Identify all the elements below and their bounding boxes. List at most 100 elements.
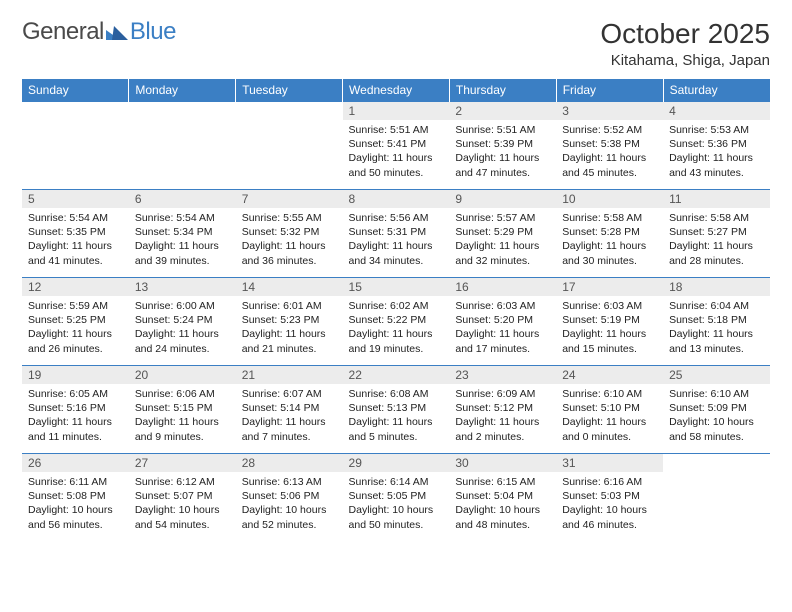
calendar-table: SundayMondayTuesdayWednesdayThursdayFrid… [22, 79, 770, 542]
calendar-cell: 9Sunrise: 5:57 AMSunset: 5:29 PMDaylight… [449, 190, 556, 278]
logo: General Blue [22, 18, 176, 46]
day-number: 2 [449, 102, 556, 120]
day-details: Sunrise: 5:54 AMSunset: 5:35 PMDaylight:… [22, 208, 129, 271]
day-number: 30 [449, 454, 556, 472]
weekday-header: Saturday [663, 79, 770, 102]
calendar-cell: 15Sunrise: 6:02 AMSunset: 5:22 PMDayligh… [343, 278, 450, 366]
day-details: Sunrise: 5:51 AMSunset: 5:41 PMDaylight:… [343, 120, 450, 183]
calendar-row: 5Sunrise: 5:54 AMSunset: 5:35 PMDaylight… [22, 190, 770, 278]
weekday-header: Wednesday [343, 79, 450, 102]
location: Kitahama, Shiga, Japan [600, 52, 770, 69]
day-number: 7 [236, 190, 343, 208]
day-number: 31 [556, 454, 663, 472]
calendar-cell: .. [129, 102, 236, 190]
calendar-cell: 13Sunrise: 6:00 AMSunset: 5:24 PMDayligh… [129, 278, 236, 366]
day-details: Sunrise: 5:51 AMSunset: 5:39 PMDaylight:… [449, 120, 556, 183]
day-number: 24 [556, 366, 663, 384]
weekday-header: Thursday [449, 79, 556, 102]
day-number: 16 [449, 278, 556, 296]
calendar-cell: 31Sunrise: 6:16 AMSunset: 5:03 PMDayligh… [556, 454, 663, 542]
day-details: Sunrise: 6:03 AMSunset: 5:20 PMDaylight:… [449, 296, 556, 359]
calendar-cell: 10Sunrise: 5:58 AMSunset: 5:28 PMDayligh… [556, 190, 663, 278]
header: General Blue October 2025 Kitahama, Shig… [22, 18, 770, 69]
calendar-cell: 22Sunrise: 6:08 AMSunset: 5:13 PMDayligh… [343, 366, 450, 454]
day-details: Sunrise: 6:07 AMSunset: 5:14 PMDaylight:… [236, 384, 343, 447]
day-number: 5 [22, 190, 129, 208]
day-number: 25 [663, 366, 770, 384]
day-details: Sunrise: 5:53 AMSunset: 5:36 PMDaylight:… [663, 120, 770, 183]
day-details: Sunrise: 6:02 AMSunset: 5:22 PMDaylight:… [343, 296, 450, 359]
calendar-cell: .. [663, 454, 770, 542]
calendar-cell: 4Sunrise: 5:53 AMSunset: 5:36 PMDaylight… [663, 102, 770, 190]
day-number: 13 [129, 278, 236, 296]
calendar-cell: 1Sunrise: 5:51 AMSunset: 5:41 PMDaylight… [343, 102, 450, 190]
day-number: 21 [236, 366, 343, 384]
day-details: Sunrise: 6:10 AMSunset: 5:10 PMDaylight:… [556, 384, 663, 447]
day-number: 14 [236, 278, 343, 296]
logo-text-a: General [22, 18, 104, 46]
calendar-row: 12Sunrise: 5:59 AMSunset: 5:25 PMDayligh… [22, 278, 770, 366]
day-details: Sunrise: 6:16 AMSunset: 5:03 PMDaylight:… [556, 472, 663, 535]
day-details: Sunrise: 6:14 AMSunset: 5:05 PMDaylight:… [343, 472, 450, 535]
day-details: Sunrise: 5:58 AMSunset: 5:28 PMDaylight:… [556, 208, 663, 271]
day-number: 22 [343, 366, 450, 384]
day-details: Sunrise: 6:04 AMSunset: 5:18 PMDaylight:… [663, 296, 770, 359]
day-number: 11 [663, 190, 770, 208]
day-number: 12 [22, 278, 129, 296]
day-number: 29 [343, 454, 450, 472]
day-details: Sunrise: 6:15 AMSunset: 5:04 PMDaylight:… [449, 472, 556, 535]
weekday-header: Tuesday [236, 79, 343, 102]
calendar-cell: 26Sunrise: 6:11 AMSunset: 5:08 PMDayligh… [22, 454, 129, 542]
calendar-cell: 21Sunrise: 6:07 AMSunset: 5:14 PMDayligh… [236, 366, 343, 454]
weekday-header: Friday [556, 79, 663, 102]
day-number: 9 [449, 190, 556, 208]
calendar-cell: 19Sunrise: 6:05 AMSunset: 5:16 PMDayligh… [22, 366, 129, 454]
day-details: Sunrise: 5:58 AMSunset: 5:27 PMDaylight:… [663, 208, 770, 271]
day-number: 4 [663, 102, 770, 120]
day-details: Sunrise: 5:52 AMSunset: 5:38 PMDaylight:… [556, 120, 663, 183]
calendar-cell: 24Sunrise: 6:10 AMSunset: 5:10 PMDayligh… [556, 366, 663, 454]
day-details: Sunrise: 6:12 AMSunset: 5:07 PMDaylight:… [129, 472, 236, 535]
day-details: Sunrise: 6:08 AMSunset: 5:13 PMDaylight:… [343, 384, 450, 447]
calendar-cell: .. [22, 102, 129, 190]
day-number: 15 [343, 278, 450, 296]
calendar-cell: 27Sunrise: 6:12 AMSunset: 5:07 PMDayligh… [129, 454, 236, 542]
weekday-header: Sunday [22, 79, 129, 102]
day-details: Sunrise: 5:56 AMSunset: 5:31 PMDaylight:… [343, 208, 450, 271]
day-number: 26 [22, 454, 129, 472]
day-details: Sunrise: 6:09 AMSunset: 5:12 PMDaylight:… [449, 384, 556, 447]
day-details: Sunrise: 5:57 AMSunset: 5:29 PMDaylight:… [449, 208, 556, 271]
calendar-cell: 28Sunrise: 6:13 AMSunset: 5:06 PMDayligh… [236, 454, 343, 542]
logo-text-b: Blue [130, 18, 176, 46]
calendar-cell: 30Sunrise: 6:15 AMSunset: 5:04 PMDayligh… [449, 454, 556, 542]
calendar-cell: 5Sunrise: 5:54 AMSunset: 5:35 PMDaylight… [22, 190, 129, 278]
calendar-cell: 8Sunrise: 5:56 AMSunset: 5:31 PMDaylight… [343, 190, 450, 278]
day-details: Sunrise: 5:54 AMSunset: 5:34 PMDaylight:… [129, 208, 236, 271]
calendar-cell: 3Sunrise: 5:52 AMSunset: 5:38 PMDaylight… [556, 102, 663, 190]
day-number: 6 [129, 190, 236, 208]
day-details: Sunrise: 6:06 AMSunset: 5:15 PMDaylight:… [129, 384, 236, 447]
day-number: 28 [236, 454, 343, 472]
day-number: 3 [556, 102, 663, 120]
calendar-cell: 2Sunrise: 5:51 AMSunset: 5:39 PMDaylight… [449, 102, 556, 190]
day-number: 8 [343, 190, 450, 208]
page-title: October 2025 [600, 18, 770, 50]
calendar-body: ......1Sunrise: 5:51 AMSunset: 5:41 PMDa… [22, 102, 770, 542]
logo-mark-icon [106, 24, 128, 40]
calendar-cell: .. [236, 102, 343, 190]
calendar-cell: 16Sunrise: 6:03 AMSunset: 5:20 PMDayligh… [449, 278, 556, 366]
calendar-row: 19Sunrise: 6:05 AMSunset: 5:16 PMDayligh… [22, 366, 770, 454]
day-number: 17 [556, 278, 663, 296]
day-number: 20 [129, 366, 236, 384]
weekday-header: Monday [129, 79, 236, 102]
day-number: 19 [22, 366, 129, 384]
calendar-cell: 12Sunrise: 5:59 AMSunset: 5:25 PMDayligh… [22, 278, 129, 366]
day-number: 18 [663, 278, 770, 296]
calendar-cell: 17Sunrise: 6:03 AMSunset: 5:19 PMDayligh… [556, 278, 663, 366]
calendar-row: 26Sunrise: 6:11 AMSunset: 5:08 PMDayligh… [22, 454, 770, 542]
day-number: 1 [343, 102, 450, 120]
calendar-cell: 25Sunrise: 6:10 AMSunset: 5:09 PMDayligh… [663, 366, 770, 454]
day-details: Sunrise: 5:59 AMSunset: 5:25 PMDaylight:… [22, 296, 129, 359]
calendar-cell: 11Sunrise: 5:58 AMSunset: 5:27 PMDayligh… [663, 190, 770, 278]
day-details: Sunrise: 6:13 AMSunset: 5:06 PMDaylight:… [236, 472, 343, 535]
